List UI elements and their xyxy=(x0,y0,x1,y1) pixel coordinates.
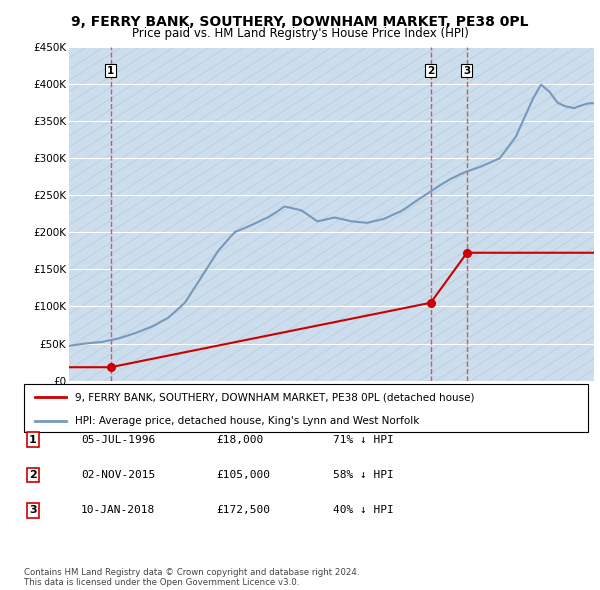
Text: 2: 2 xyxy=(427,65,434,76)
Text: 9, FERRY BANK, SOUTHERY, DOWNHAM MARKET, PE38 0PL (detached house): 9, FERRY BANK, SOUTHERY, DOWNHAM MARKET,… xyxy=(75,392,474,402)
Text: 2: 2 xyxy=(29,470,37,480)
Text: 05-JUL-1996: 05-JUL-1996 xyxy=(81,435,155,444)
Text: 3: 3 xyxy=(29,506,37,515)
Text: Contains HM Land Registry data © Crown copyright and database right 2024.
This d: Contains HM Land Registry data © Crown c… xyxy=(24,568,359,587)
Text: HPI: Average price, detached house, King's Lynn and West Norfolk: HPI: Average price, detached house, King… xyxy=(75,416,419,426)
Text: 10-JAN-2018: 10-JAN-2018 xyxy=(81,506,155,515)
Text: 58% ↓ HPI: 58% ↓ HPI xyxy=(333,470,394,480)
Text: £105,000: £105,000 xyxy=(216,470,270,480)
Text: 9, FERRY BANK, SOUTHERY, DOWNHAM MARKET, PE38 0PL: 9, FERRY BANK, SOUTHERY, DOWNHAM MARKET,… xyxy=(71,15,529,29)
Text: 71% ↓ HPI: 71% ↓ HPI xyxy=(333,435,394,444)
Text: 1: 1 xyxy=(107,65,114,76)
Text: 02-NOV-2015: 02-NOV-2015 xyxy=(81,470,155,480)
Text: 1: 1 xyxy=(29,435,37,444)
Text: £172,500: £172,500 xyxy=(216,506,270,515)
Text: Price paid vs. HM Land Registry's House Price Index (HPI): Price paid vs. HM Land Registry's House … xyxy=(131,27,469,40)
Text: £18,000: £18,000 xyxy=(216,435,263,444)
Text: 3: 3 xyxy=(463,65,470,76)
Text: 40% ↓ HPI: 40% ↓ HPI xyxy=(333,506,394,515)
